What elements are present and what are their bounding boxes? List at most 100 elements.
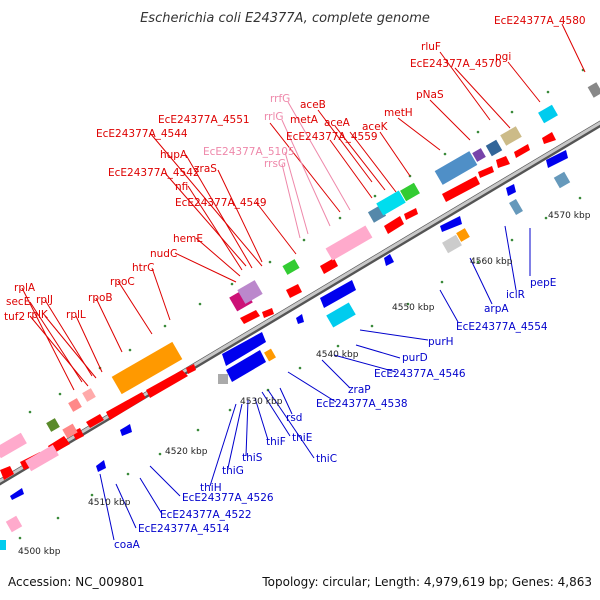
gene-feature (68, 398, 82, 412)
gene-label: arpA (484, 303, 509, 315)
gene-feature (86, 414, 104, 428)
gene-feature (282, 259, 300, 275)
gene-label: EcE24377A_4544 (96, 128, 188, 140)
gene-label: EcE24377A_4551 (158, 114, 250, 126)
rrna-feature (5, 515, 23, 533)
gene-feature (296, 314, 304, 324)
gene-feature (240, 310, 260, 324)
accession-label: Accession: NC_009801 (8, 575, 144, 589)
gene-feature (286, 284, 302, 298)
bottom-leader-lines (99, 225, 531, 541)
bottom-gene-labels: pepE iclR arpA EcE24377A_4554 purH purD … (114, 277, 556, 551)
gene-label: EcE24377A_4546 (374, 368, 466, 380)
gene-label: rrlG (264, 111, 284, 123)
gene-feature (46, 418, 60, 432)
gene-feature (542, 132, 556, 144)
tick-label: 4540 kbp (316, 350, 359, 360)
gene-label: pNaS (416, 89, 444, 101)
gene-feature (514, 144, 530, 158)
rrna-feature (25, 444, 59, 472)
gene-feature (320, 258, 338, 274)
gene-label: EcE24377A_4514 (138, 523, 230, 535)
gene-label: rplA (14, 282, 36, 294)
gene-feature (218, 374, 228, 384)
reverse-genes (10, 150, 568, 500)
gene-feature (538, 104, 558, 124)
gene-feature (404, 208, 418, 220)
gene-feature (587, 82, 600, 98)
map-title: Escherichia coli E24377A, complete genom… (140, 11, 430, 26)
gene-label: iclR (506, 289, 525, 301)
gene-label: nfi (175, 181, 188, 193)
gene-feature (478, 166, 494, 178)
feature-blocks-upper (0, 82, 600, 459)
gene-label: hemE (173, 233, 203, 245)
gene-label: purD (402, 352, 428, 364)
gene-feature (96, 460, 106, 472)
gene-label: EcE24377A_4580 (494, 15, 586, 27)
gene-label: rrfG (270, 93, 290, 105)
gene-label: nudC (150, 248, 177, 260)
gene-feature (400, 182, 420, 202)
gene-feature (320, 280, 356, 308)
gene-label: thiF (266, 436, 286, 448)
gene-feature (553, 171, 571, 189)
gene-label: purH (428, 336, 454, 348)
gene-label: EcE24377A_4554 (456, 321, 548, 333)
gene-label: EcE24377A_4538 (316, 398, 408, 410)
forward-genes (0, 132, 556, 480)
gene-feature (120, 424, 132, 436)
gene-label: zraP (348, 384, 371, 396)
gene-label: EcE24377A_4549 (175, 197, 267, 209)
guide-dots (18, 68, 585, 540)
operon-feature (111, 341, 183, 395)
gene-label: thiC (316, 453, 337, 465)
gene-label: coaA (114, 539, 141, 551)
gene-feature (262, 308, 274, 318)
gene-label: tuf2 (4, 311, 25, 323)
gene-feature (226, 350, 266, 382)
gene-feature (496, 156, 510, 168)
tick-label: 4510 kbp (88, 498, 131, 508)
gene-label: rpoB (88, 292, 113, 304)
gene-label: hupA (160, 149, 188, 161)
gene-label: thiG (222, 465, 244, 477)
gene-feature (500, 126, 522, 146)
gene-label: EcE24377A_4522 (160, 509, 252, 521)
gene-feature (384, 254, 394, 266)
tick-label: 4560 kbp (470, 257, 513, 267)
gene-label: metA (290, 114, 319, 126)
gene-feature (0, 466, 14, 480)
gene-label: pgi (495, 51, 511, 63)
genome-summary: Topology: circular; Length: 4,979,619 bp… (261, 575, 592, 589)
gene-feature (456, 228, 470, 242)
tick-label: 4550 kbp (392, 303, 435, 313)
gene-label: aceA (324, 117, 351, 129)
gene-feature (82, 388, 96, 402)
gene-label: EcE24377A_4526 (182, 492, 274, 504)
gene-feature (222, 332, 266, 366)
gene-feature (442, 234, 462, 254)
gene-label: rluF (421, 41, 441, 53)
gene-label: thiE (292, 432, 312, 444)
gene-feature (509, 198, 523, 216)
tick-label: 4520 kbp (165, 447, 208, 457)
gene-label: EcE24377A_4559 (286, 131, 378, 143)
gene-feature (506, 184, 516, 196)
gene-label: pepE (530, 277, 556, 289)
gene-feature (434, 151, 478, 185)
gene-label: rsd (286, 412, 302, 424)
gene-feature (62, 423, 78, 439)
gene-feature (326, 302, 356, 328)
rrna-feature (0, 432, 27, 459)
tick-label: 4570 kbp (548, 211, 591, 221)
tick-label: 4500 kbp (18, 547, 61, 557)
gene-feature (106, 392, 146, 420)
gene-label: htrC (132, 262, 154, 274)
gene-feature (485, 139, 503, 157)
gene-label: zraS (194, 163, 217, 175)
gene-label: thiS (242, 452, 263, 464)
top-leader-lines (21, 23, 586, 391)
gene-label: EcE24377A_4570 (410, 58, 502, 70)
